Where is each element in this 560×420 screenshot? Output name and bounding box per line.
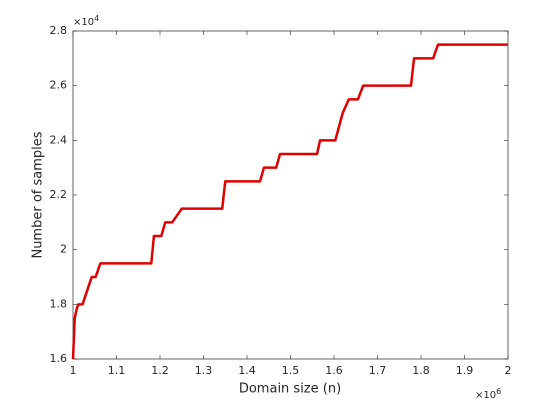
y-multiplier-base: ×10 <box>73 17 94 28</box>
x-tick-label: 1.7 <box>369 364 387 377</box>
y-tick-label: 2 <box>60 243 67 256</box>
y-multiplier-power: 4 <box>94 14 99 23</box>
x-multiplier-base: ×10 <box>475 390 496 401</box>
x-tick-label: 1.8 <box>412 364 430 377</box>
y-multiplier: ×104 <box>73 14 99 29</box>
x-tick-label: 2 <box>505 364 512 377</box>
x-tick-label: 1.9 <box>456 364 474 377</box>
x-tick-label: 1 <box>70 364 77 377</box>
x-multiplier-power: 6 <box>496 387 501 396</box>
x-tick-label: 1.5 <box>282 364 300 377</box>
x-tick-label: 1.4 <box>238 364 256 377</box>
y-tick-label: 1.8 <box>50 297 68 310</box>
x-tick-label: 1.2 <box>151 364 169 377</box>
x-axis-label: Domain size (n) <box>239 382 341 397</box>
y-tick-label: 2.4 <box>50 133 68 146</box>
x-tick-label: 1.3 <box>195 364 213 377</box>
x-multiplier: ×106 <box>475 387 501 402</box>
data-line <box>71 43 508 360</box>
plot-frame <box>72 30 509 360</box>
y-tick-label: 1.6 <box>50 352 68 365</box>
x-tick-label: 1.6 <box>325 364 343 377</box>
y-tick-label: 2.6 <box>50 79 68 92</box>
y-tick-label: 2.8 <box>50 24 68 37</box>
y-axis-label: Number of samples <box>31 131 46 258</box>
y-tick-label: 2.2 <box>50 188 68 201</box>
x-tick-label: 1.1 <box>108 364 126 377</box>
